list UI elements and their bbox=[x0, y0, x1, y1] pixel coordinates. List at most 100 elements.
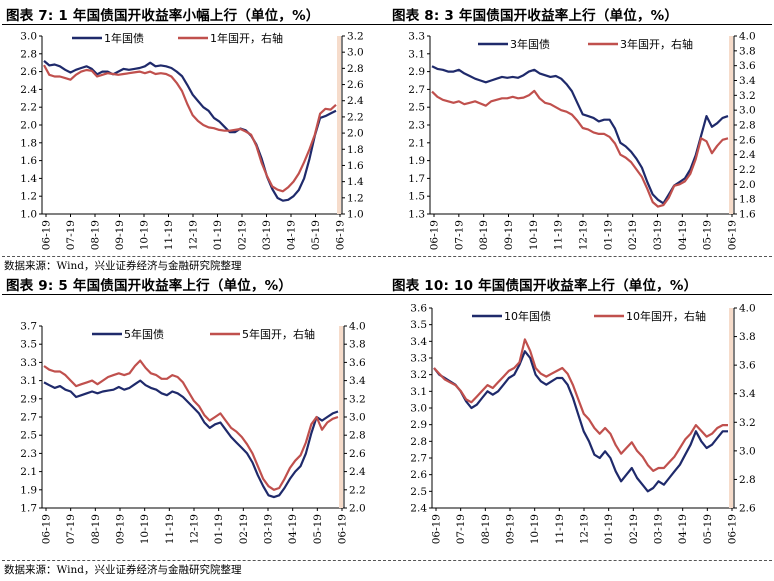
fig7-y-tick-label-left: 1.6 bbox=[20, 155, 37, 167]
fig10-x-tick-label: 06-19 bbox=[431, 514, 443, 544]
fig10-y-tick-label-left: 2.4 bbox=[410, 503, 427, 515]
fig10-y-tick-label-left: 3.0 bbox=[410, 403, 427, 415]
fig7-legend-label-0: 1年国债 bbox=[104, 31, 144, 45]
fig9-x-tick-label: 04-19 bbox=[287, 514, 299, 544]
fig10-y-tick-label-right: 4.0 bbox=[739, 303, 756, 315]
fig10-y-tick-label-left: 2.5 bbox=[410, 486, 427, 498]
fig9-x-tick-label: 06-19 bbox=[41, 514, 53, 544]
fig9-legend-label-1: 5年国开，右轴 bbox=[242, 327, 315, 341]
fig9-y-tick-label-right: 2.4 bbox=[349, 466, 366, 478]
fig8-x-tick-label: 10-19 bbox=[528, 220, 540, 250]
fig7-y-tick-label-left: 2.6 bbox=[20, 66, 37, 78]
fig7-x-tick-label: 05-19 bbox=[310, 220, 322, 250]
fig10-x-tick-label: 10-19 bbox=[529, 514, 541, 544]
fig8-y-tick-label-right: 2.4 bbox=[739, 149, 756, 161]
fig10-y-tick-label-right: 2.8 bbox=[739, 474, 756, 486]
fig10-x-tick-label: 02-19 bbox=[628, 514, 640, 544]
fig9-y-tick-label-right: 3.6 bbox=[349, 357, 366, 369]
fig8-y-tick-label-right: 3.6 bbox=[739, 60, 756, 72]
fig10-edge-band bbox=[729, 308, 733, 508]
fig9-x-tick-label: 12-19 bbox=[189, 514, 201, 544]
fig7-y-tick-label-right: 2.6 bbox=[347, 79, 364, 91]
fig9-legend-label-0: 5年国债 bbox=[124, 327, 164, 341]
fig7-series-treasury bbox=[43, 60, 337, 202]
fig7-series-cdb bbox=[43, 64, 337, 193]
fig9-x-tick-label: 01-19 bbox=[213, 514, 225, 544]
fig10-legend-label-1: 10年国开，右轴 bbox=[626, 309, 706, 323]
fig8-y-tick-label-right: 2.0 bbox=[739, 179, 756, 191]
fig7-y-tick-label-right: 2.4 bbox=[347, 95, 364, 107]
fig8-x-tick-label: 11-19 bbox=[553, 220, 565, 250]
fig10-x-tick-label: 05-19 bbox=[702, 514, 714, 544]
fig8-x-tick-label: 09-19 bbox=[503, 220, 515, 250]
fig9-x-tick-label: 09-19 bbox=[115, 514, 127, 544]
fig10-y-tick-label-left: 2.7 bbox=[410, 453, 427, 465]
fig8-x-tick-label: 08-19 bbox=[478, 220, 490, 250]
fig9-y-tick-label-left: 3.3 bbox=[20, 357, 37, 369]
fig9-chart: 1.7 1.9 2.1 2.3 2.5 2.7 2.9 3.1 3.3 3.5 3.7 2.0 2.2 2… bbox=[20, 321, 366, 545]
fig9-y-tick-label-left: 1.9 bbox=[20, 484, 37, 496]
fig7-y-tick-label-left: 1.4 bbox=[20, 173, 37, 185]
fig10-y-tick-label-right: 3.2 bbox=[739, 417, 756, 429]
fig8-x-tick-label: 12-19 bbox=[578, 220, 590, 250]
fig9-y-tick-label-left: 3.5 bbox=[20, 339, 37, 351]
fig10-y-tick-label-right: 3.8 bbox=[739, 331, 756, 343]
fig10-x-tick-label: 06-19 bbox=[727, 514, 739, 544]
fig7-y-tick-label-right: 2.2 bbox=[347, 111, 364, 123]
bottom-source-rule bbox=[2, 560, 772, 561]
fig8-y-tick-label-left: 3.3 bbox=[408, 31, 425, 43]
fig8-x-tick-label: 05-19 bbox=[702, 220, 714, 250]
fig9-y-tick-label-right: 2.8 bbox=[349, 430, 366, 442]
fig8-legend-label-0: 3年国债 bbox=[510, 37, 550, 51]
fig10-y-tick-label-left: 3.2 bbox=[410, 369, 427, 381]
fig8-y-tick-label-right: 3.0 bbox=[739, 105, 756, 117]
fig9-y-tick-label-right: 3.0 bbox=[349, 412, 366, 424]
fig9-x-tick-label: 02-19 bbox=[238, 514, 250, 544]
fig7-y-tick-label-left: 1.0 bbox=[20, 209, 37, 221]
fig7-y-tick-label-right: 1.6 bbox=[347, 160, 364, 172]
fig10-y-tick-label-left: 3.5 bbox=[410, 319, 427, 331]
bottom-source: 数据来源：Wind，兴业证券经济与金融研究院整理 bbox=[4, 564, 242, 576]
fig8-chart: 1.3 1.5 1.7 1.9 2.1 2.3 2.5 2.7 2.9 3.1 3.3 1.6 1.8 2… bbox=[408, 31, 756, 251]
fig9-y-tick-label-right: 2.2 bbox=[349, 484, 366, 496]
fig7-x-tick-label: 02-19 bbox=[237, 220, 249, 250]
fig7-x-tick-label: 04-19 bbox=[286, 220, 298, 250]
fig7-legend-label-1: 1年国开，右轴 bbox=[210, 31, 283, 45]
fig9-y-tick-label-right: 2.6 bbox=[349, 448, 366, 460]
fig8-y-tick-label-right: 2.2 bbox=[739, 164, 756, 176]
fig8-y-tick-label-left: 2.1 bbox=[408, 137, 425, 149]
fig9-y-tick-label-left: 3.1 bbox=[20, 375, 37, 387]
fig10-x-tick-label: 03-19 bbox=[653, 514, 665, 544]
fig7-x-tick-label: 10-19 bbox=[139, 220, 151, 250]
fig10-y-tick-label-left: 3.6 bbox=[410, 303, 427, 315]
fig8-y-tick-label-right: 4.0 bbox=[739, 31, 756, 43]
fig9-title: 图表 9: 5 年国债国开收益率上行（单位，%） bbox=[6, 278, 293, 294]
fig10-y-tick-label-left: 2.6 bbox=[410, 469, 427, 481]
fig9-series-treasury bbox=[43, 379, 339, 499]
fig8-y-tick-label-left: 1.9 bbox=[408, 155, 425, 167]
fig9-x-tick-label: 03-19 bbox=[263, 514, 275, 544]
fig9-y-tick-label-left: 2.1 bbox=[20, 466, 37, 478]
fig7-y-tick-label-left: 1.8 bbox=[20, 137, 37, 149]
fig10-x-tick-label: 09-19 bbox=[505, 514, 517, 544]
fig7-y-tick-label-right: 1.2 bbox=[347, 192, 364, 204]
fig9-y-tick-label-right: 2.0 bbox=[349, 503, 366, 515]
fig9-y-tick-label-left: 2.9 bbox=[20, 393, 37, 405]
fig7-y-tick-label-left: 2.8 bbox=[20, 48, 37, 60]
fig10-y-tick-label-left: 3.4 bbox=[410, 336, 427, 348]
fig7-y-tick-label-right: 2.0 bbox=[347, 128, 364, 140]
fig7-x-tick-label: 01-19 bbox=[212, 220, 224, 250]
fig10-y-tick-label-left: 3.3 bbox=[410, 353, 427, 365]
fig9-y-tick-label-left: 2.5 bbox=[20, 430, 37, 442]
fig8-y-tick-label-right: 3.2 bbox=[739, 90, 756, 102]
fig8-x-tick-label: 06-19 bbox=[727, 220, 739, 250]
fig10-legend-label-0: 10年国债 bbox=[504, 309, 551, 323]
fig10-series-cdb bbox=[433, 338, 728, 472]
fig10-x-tick-label: 11-19 bbox=[554, 514, 566, 544]
fig9-y-tick-label-right: 4.0 bbox=[349, 321, 366, 333]
fig7-x-tick-label: 09-19 bbox=[114, 220, 126, 250]
fig10-x-tick-label: 01-19 bbox=[603, 514, 615, 544]
fig8-x-tick-label: 06-19 bbox=[429, 220, 441, 250]
fig10-y-tick-label-right: 3.4 bbox=[739, 388, 756, 400]
fig8-edge-band bbox=[729, 36, 733, 214]
